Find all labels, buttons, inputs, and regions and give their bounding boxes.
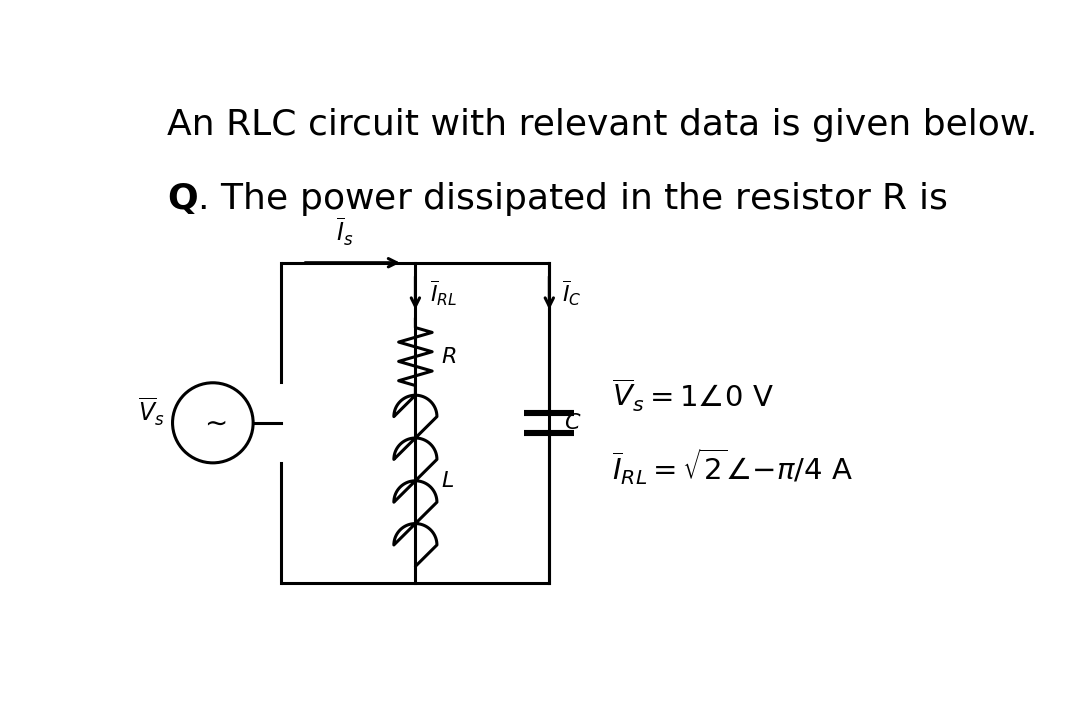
Text: $\sim$: $\sim$ bbox=[199, 409, 227, 437]
Text: $\overline{V}_s = 1\angle 0\ \mathrm{V}$: $\overline{V}_s = 1\angle 0\ \mathrm{V}$ bbox=[612, 376, 773, 414]
Text: $\overline{I}_{RL}$: $\overline{I}_{RL}$ bbox=[431, 278, 458, 308]
Text: $R$: $R$ bbox=[441, 346, 456, 366]
Text: $\overline{I}_s$: $\overline{I}_s$ bbox=[336, 217, 353, 248]
Text: $\overline{I}_{RL} = \sqrt{2}\angle{-\pi/4}\ \mathrm{A}$: $\overline{I}_{RL} = \sqrt{2}\angle{-\pi… bbox=[612, 447, 853, 488]
Text: $L$: $L$ bbox=[441, 471, 454, 490]
Text: An RLC circuit with relevant data is given below.: An RLC circuit with relevant data is giv… bbox=[166, 108, 1037, 142]
Text: $\overline{I}_C$: $\overline{I}_C$ bbox=[562, 278, 581, 308]
Text: $\mathbf{Q}$. The power dissipated in the resistor R is: $\mathbf{Q}$. The power dissipated in th… bbox=[166, 180, 947, 218]
Text: $C$: $C$ bbox=[565, 413, 582, 433]
Text: $\overline{V}_s$: $\overline{V}_s$ bbox=[138, 396, 165, 428]
